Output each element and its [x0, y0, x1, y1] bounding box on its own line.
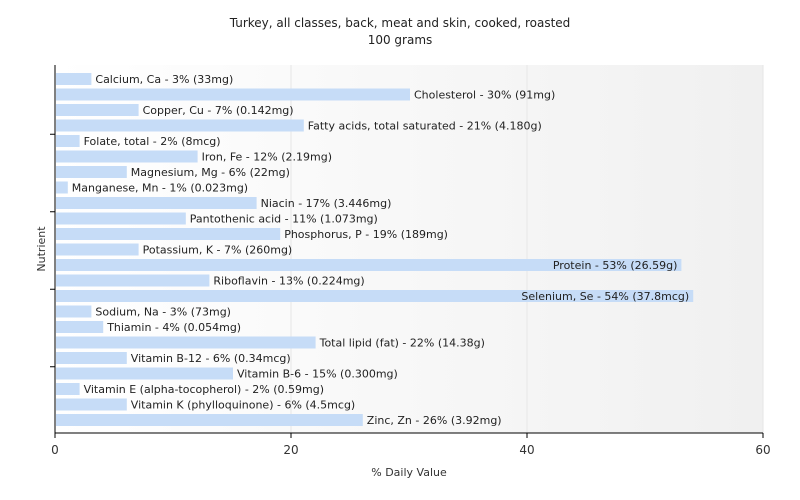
bar: [56, 104, 139, 116]
bar: [56, 88, 410, 101]
bar-label: Pantothenic acid - 11% (1.073mg): [190, 213, 378, 226]
bar: [56, 197, 257, 209]
bar-label: Copper, Cu - 7% (0.142mg): [143, 104, 294, 117]
bar-label: Total lipid (fat) - 22% (14.38g): [319, 337, 485, 350]
bar: [56, 135, 80, 147]
bar: [56, 259, 682, 271]
bar: [56, 119, 304, 132]
bar: [56, 367, 233, 380]
bar-label: Folate, total - 2% (8mcg): [84, 135, 221, 148]
bar-label: Selenium, Se - 54% (37.8mcg): [521, 290, 689, 303]
bar: [56, 321, 104, 333]
bar: [56, 150, 198, 163]
bar: [56, 73, 92, 85]
bar: [56, 398, 127, 411]
bar: [56, 352, 127, 364]
bar: [56, 290, 694, 302]
x-tick-label: 40: [519, 443, 534, 457]
bar-label: Fatty acids, total saturated - 21% (4.18…: [308, 120, 542, 133]
bar-label: Vitamin B-12 - 6% (0.34mcg): [131, 352, 291, 365]
bar-label: Thiamin - 4% (0.054mg): [106, 321, 241, 334]
bar: [56, 212, 186, 225]
bar: [56, 228, 281, 240]
bar-label: Manganese, Mn - 1% (0.023mg): [72, 182, 248, 195]
bar-label: Riboflavin - 13% (0.224mg): [213, 275, 364, 288]
chart-title: Turkey, all classes, back, meat and skin…: [229, 16, 571, 30]
bars-group: Calcium, Ca - 3% (33mg) Cholesterol - 30%…: [56, 73, 694, 427]
bar-label: Phosphorus, P - 19% (189mg): [284, 228, 448, 241]
bar-label: Potassium, K - 7% (260mg): [143, 244, 293, 257]
bar-label: Cholesterol - 30% (91mg): [414, 89, 555, 102]
bar-label: Zinc, Zn - 26% (3.92mg): [367, 414, 502, 427]
bar-label: Vitamin B-6 - 15% (0.300mg): [237, 368, 398, 381]
axes-group: 0 20 40 60: [50, 65, 771, 457]
chart-subtitle: 100 grams: [368, 33, 433, 47]
x-tick-label: 0: [51, 443, 59, 457]
bar: [56, 243, 139, 256]
bar: [56, 336, 316, 349]
bar-label: Sodium, Na - 3% (73mg): [95, 306, 231, 319]
bar-label: Iron, Fe - 12% (2.19mg): [202, 151, 332, 164]
bar: [56, 181, 68, 194]
bar: [56, 383, 80, 395]
x-tick-label: 60: [755, 443, 770, 457]
bar: [56, 305, 92, 318]
x-tick-label: 20: [283, 443, 298, 457]
bar: [56, 414, 363, 426]
y-axis-label: Nutrient: [35, 226, 48, 272]
bar-label: Magnesium, Mg - 6% (22mg): [131, 166, 290, 179]
x-axis-label: % Daily Value: [371, 466, 447, 479]
bar-label: Niacin - 17% (3.446mg): [261, 197, 392, 210]
bar: [56, 166, 127, 178]
bar-label: Vitamin E (alpha-tocopherol) - 2% (0.59m…: [84, 383, 324, 396]
bar-label: Protein - 53% (26.59g): [553, 259, 678, 272]
bar: [56, 274, 210, 287]
bar-label: Vitamin K (phylloquinone) - 6% (4.5mcg): [131, 399, 355, 412]
bar-label: Calcium, Ca - 3% (33mg): [95, 73, 233, 86]
